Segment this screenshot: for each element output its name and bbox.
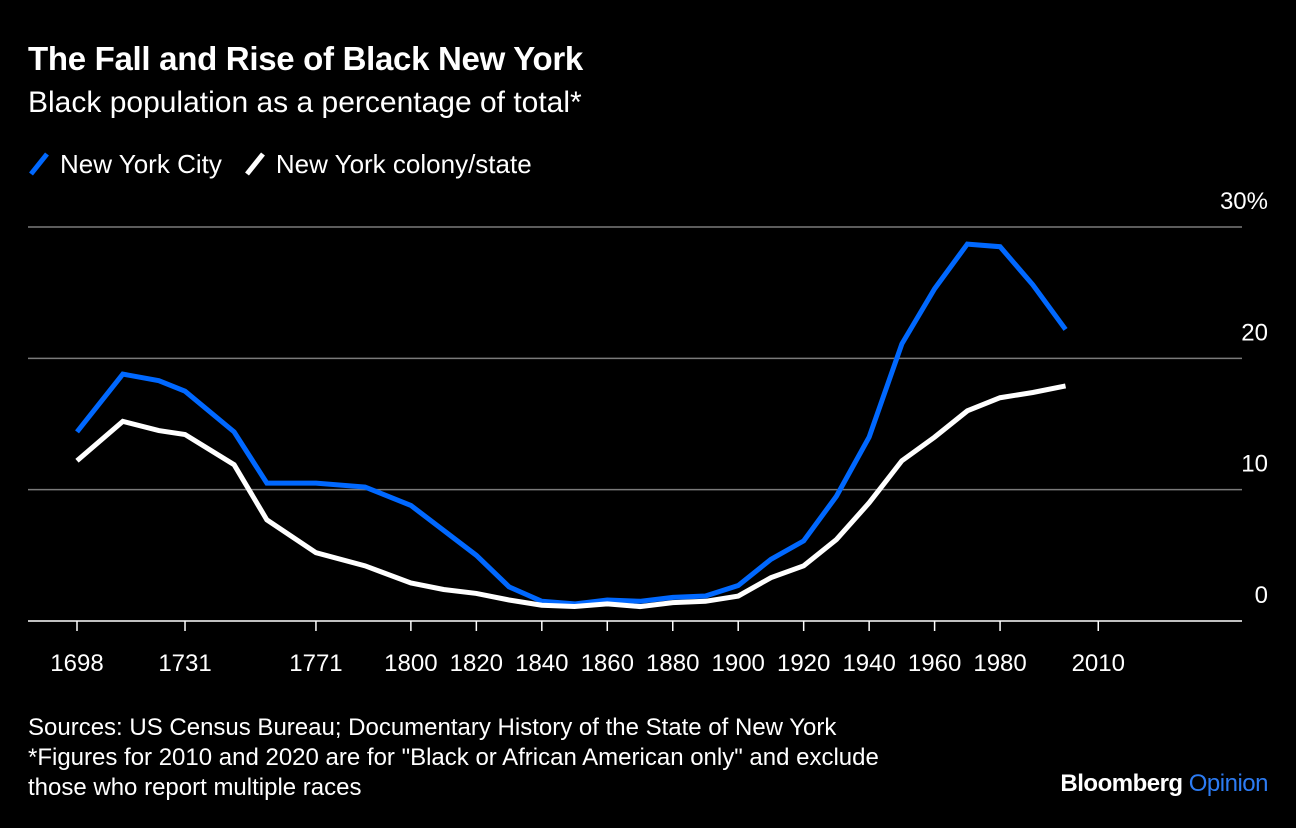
x-tick-label-1940: 1940 <box>842 650 895 677</box>
x-tick-label-1880: 1880 <box>646 650 699 677</box>
legend-label-nyc: New York City <box>60 148 222 179</box>
x-tick-label-1860: 1860 <box>581 650 634 677</box>
x-tick-label-1980: 1980 <box>973 650 1026 677</box>
x-tick-label-1731: 1731 <box>158 650 211 677</box>
x-tick-label-1820: 1820 <box>450 650 503 677</box>
legend-item-state: New York colony/state <box>244 149 532 180</box>
y-tick-label-30: 30% <box>1220 188 1268 215</box>
series-line-state <box>75 383 1067 610</box>
series-line-nyc <box>75 241 1068 607</box>
legend-item-nyc: New York City <box>28 149 222 180</box>
y-tick-label-10: 10 <box>1241 451 1268 478</box>
chart-title: The Fall and Rise of Black New York <box>28 40 583 77</box>
footer: Sources: US Census Bureau; Documentary H… <box>28 713 879 803</box>
chart-subtitle: Black population as a percentage of tota… <box>28 86 582 119</box>
y-tick-label-0: 0 <box>1255 582 1268 609</box>
sources-note: Sources: US Census Bureau; Documentary H… <box>28 714 837 741</box>
brand-main: Bloomberg <box>1060 770 1183 797</box>
legend: New York City New York colony/state <box>28 148 554 180</box>
x-tick-label-1800: 1800 <box>384 650 437 677</box>
x-tick-label-1920: 1920 <box>777 650 830 677</box>
legend-swatch-nyc <box>29 152 49 176</box>
x-tick-label-1840: 1840 <box>515 650 568 677</box>
x-tick-label-1960: 1960 <box>908 650 961 677</box>
legend-swatch-state <box>244 152 265 176</box>
x-tick-label-2010: 2010 <box>1072 650 1125 677</box>
x-tick-label-1771: 1771 <box>289 650 342 677</box>
x-tick-label-1900: 1900 <box>712 650 765 677</box>
y-tick-label-20: 20 <box>1241 319 1268 346</box>
chart-plot: 0 10 20 30% 1698 1731 1771 1800 1820 1840 1860 1880… <box>28 188 1268 677</box>
footnote-line-2: those who report multiple races <box>28 774 362 801</box>
legend-label-state: New York colony/state <box>275 148 532 179</box>
bloomberg-opinion-logo: Bloomberg Opinion <box>1060 770 1268 798</box>
brand-accent: Opinion <box>1188 770 1269 797</box>
x-tick-label-1698: 1698 <box>50 650 103 677</box>
footnote-line-1: *Figures for 2010 and 2020 are for "Blac… <box>28 744 879 771</box>
